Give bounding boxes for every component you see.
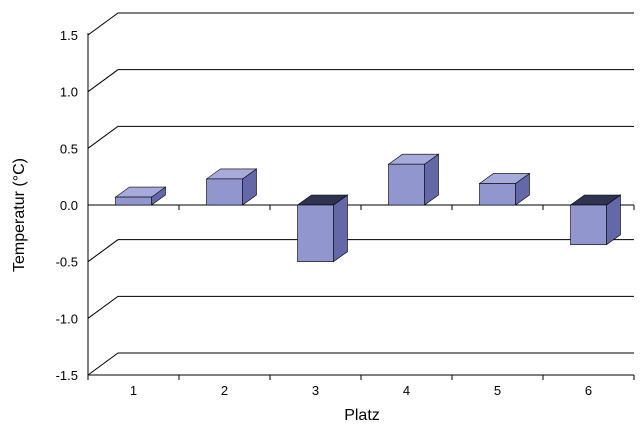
gridline: [87, 69, 634, 93]
bar: [569, 194, 622, 246]
bar-front: [115, 196, 152, 206]
gridline: [87, 239, 634, 263]
bar: [205, 168, 258, 206]
x-tick-label: 2: [221, 383, 228, 398]
y-tick-label: -1.5: [56, 368, 78, 383]
y-tick-label: 0.0: [60, 198, 78, 213]
bar-side: [333, 194, 348, 263]
bar: [478, 172, 531, 206]
bar-front: [479, 183, 516, 206]
gridline: [87, 125, 634, 149]
bar-front: [388, 163, 425, 206]
x-tick-label: 3: [312, 383, 319, 398]
bar-front: [570, 204, 607, 245]
x-tick-label: 4: [403, 383, 410, 398]
x-tick-label: 1: [130, 383, 137, 398]
y-axis-title: Temperatur (°C): [11, 158, 28, 272]
gridline: [87, 12, 634, 36]
bar: [387, 153, 440, 206]
gridline: [87, 295, 634, 319]
bar-front: [206, 178, 243, 206]
gridlines: [87, 12, 634, 376]
bar: [296, 194, 349, 263]
y-tick-label: -1.0: [56, 311, 78, 326]
y-tick-label: -0.5: [56, 255, 78, 270]
bar: [114, 186, 167, 206]
x-axis-title: Platz: [344, 407, 380, 424]
gridline: [87, 352, 634, 376]
x-tick-label: 5: [494, 383, 501, 398]
y-tick-label: 0.5: [60, 141, 78, 156]
axes: 1.5 1.0 0.5 0.0 -0.5 -1.0 -1.5 1 2 3 4 5 6: [56, 28, 635, 398]
x-tick-label: 6: [585, 383, 592, 398]
y-tick-label: 1.0: [60, 85, 78, 100]
y-tick-label: 1.5: [60, 28, 78, 43]
bar-front: [297, 204, 334, 262]
bars: [114, 153, 622, 263]
